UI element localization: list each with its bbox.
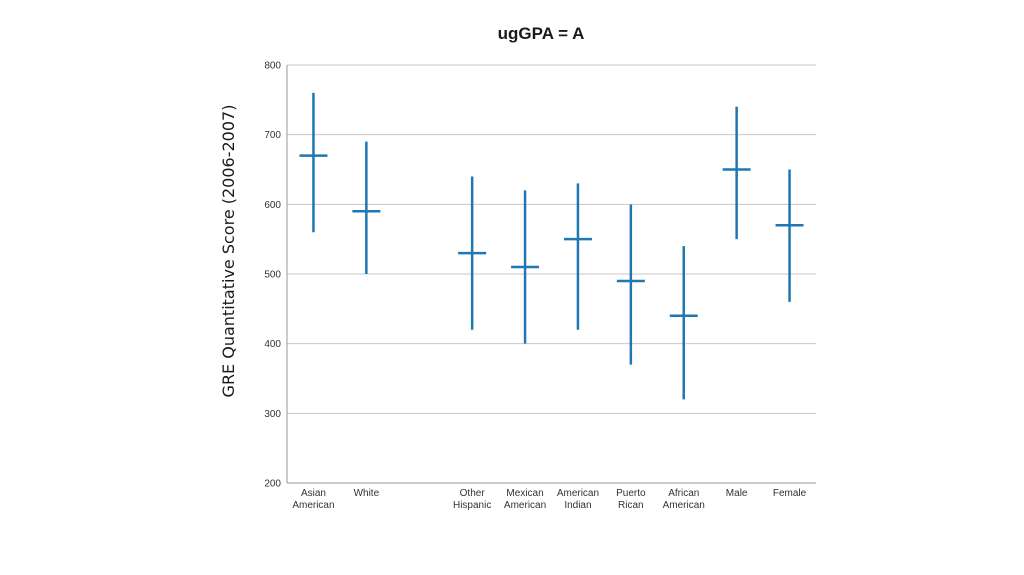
- range-mark: [775, 169, 804, 302]
- gridlines: [287, 64, 816, 414]
- y-tick-label: 300: [264, 409, 281, 420]
- category-label: Puerto Rican: [616, 488, 646, 511]
- y-tick-label: 400: [264, 339, 281, 350]
- category-label: American Indian: [557, 488, 599, 511]
- y-tick-label: 500: [264, 270, 281, 281]
- range-mark: [352, 141, 381, 274]
- y-tick-label: 800: [264, 61, 281, 72]
- range-mark: [299, 92, 328, 233]
- range-mark: [616, 204, 645, 365]
- category-label: Male: [726, 488, 748, 499]
- axes: [286, 65, 816, 484]
- chart-title: ugGPA = A: [498, 24, 585, 43]
- range-mark: [458, 176, 487, 330]
- category-label: African American: [663, 488, 705, 511]
- y-axis-label: GRE Quantitative Score (2006-2007): [219, 105, 238, 398]
- range-marks: [299, 92, 804, 400]
- y-tick-label: 600: [264, 200, 281, 211]
- range-mark: [563, 183, 592, 330]
- y-tick-label: 700: [264, 130, 281, 141]
- category-label: Mexican American: [504, 488, 546, 511]
- category-label: White: [354, 488, 380, 499]
- category-label: Asian American: [292, 488, 334, 511]
- y-tick-label: 200: [264, 479, 281, 490]
- category-label: Female: [773, 488, 807, 499]
- range-mark: [511, 190, 540, 344]
- range-mark: [722, 106, 751, 240]
- range-mark: [669, 246, 698, 400]
- category-label: Other Hispanic: [453, 488, 491, 511]
- category-labels: Asian American White Other Hispanic Mexican Am…: [292, 488, 806, 511]
- y-tick-labels: 200 300 400 500 600 700 800: [264, 61, 281, 490]
